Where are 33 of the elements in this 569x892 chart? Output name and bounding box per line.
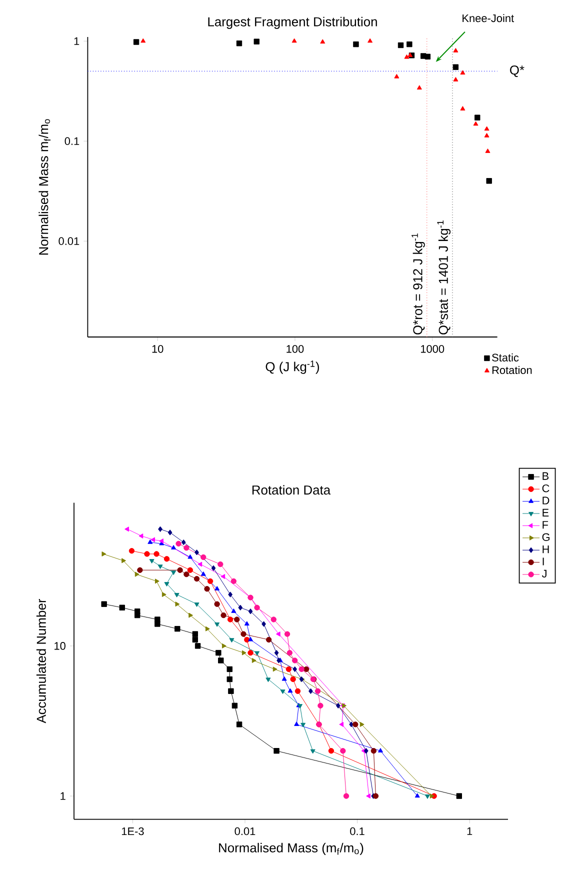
x-tick-label: 0.01 — [234, 827, 256, 836]
ref-line-label: Q*rot = 912 J kg$^{-1}$ — [412, 233, 425, 334]
y-tick-label: 0.01 — [58, 237, 80, 246]
legend-label: H — [542, 546, 549, 554]
legend-label: J — [542, 570, 546, 578]
legend-label: F — [542, 521, 548, 529]
legend-label: G — [542, 533, 550, 542]
legend-label: I — [542, 558, 544, 566]
x-tick-label: 10 — [152, 345, 164, 353]
x-tick-label: 0.1 — [350, 827, 364, 836]
ref-line-label: Q* — [510, 65, 524, 77]
chart-title: Largest Fragment Distribution — [208, 16, 377, 29]
legend-label: Rotation — [492, 366, 532, 374]
x-tick-label: 100 — [286, 345, 304, 353]
ref-line-label: Q*stat = 1401 J kg$^{-1}$ — [437, 220, 451, 334]
y-tick-label: 1 — [60, 792, 66, 800]
legend-label: Static — [492, 353, 519, 362]
y-tick-label: 0.1 — [64, 137, 80, 146]
text: Knee-Joint — [462, 14, 514, 22]
legend-label: D — [542, 496, 550, 504]
x-axis-title: Normalised Mass (m$_{f}$/m$_{o}$) — [219, 842, 364, 855]
y-tick-label: 10 — [54, 642, 66, 650]
legend-label: B — [542, 472, 549, 480]
x-tick-label: 1000 — [420, 345, 444, 353]
y-axis-title: Accumulated Number — [36, 598, 46, 724]
legend-label: C — [542, 484, 550, 492]
y-tick-label: 1 — [74, 37, 80, 45]
chart-title: Rotation Data — [252, 485, 331, 495]
legend-label: E — [542, 508, 549, 516]
x-axis-title: Q (J kg$^{-1}$) — [266, 360, 320, 374]
x-tick-label: 1 — [467, 827, 472, 835]
x-tick-label: 1E-3 — [122, 827, 144, 836]
y-axis-title: Normalised Mass m$_{f}$/m$_{o}$ — [38, 119, 51, 255]
